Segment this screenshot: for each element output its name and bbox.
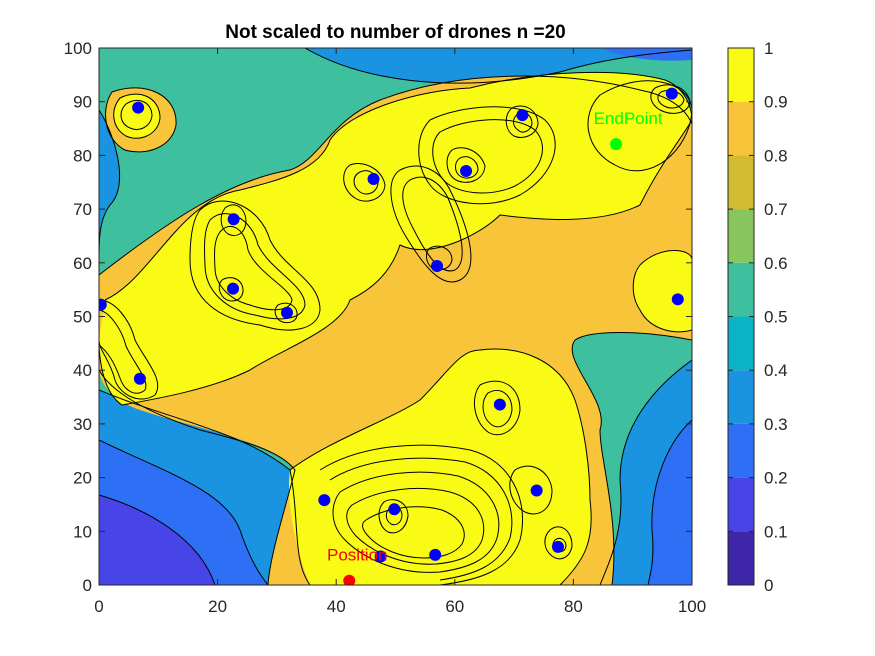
- colorbar-tick-label: 0.4: [764, 361, 788, 380]
- end-point-label: EndPoint: [594, 109, 663, 128]
- colorbar-tick-label: 0.9: [764, 93, 788, 112]
- special-markers: EndPoint Position: [327, 109, 663, 585]
- colorbar-ticks: 0 0.1 0.2 0.3 0.4 0.5 0.6 0.7 0.8 0.9 1: [728, 39, 788, 595]
- position-label: Position: [327, 546, 387, 565]
- colorbar-tick-label: 0.5: [764, 308, 788, 327]
- colorbar-tick-label: 0.7: [764, 200, 788, 219]
- chart-title: Not scaled to number of drones n =20: [225, 22, 565, 43]
- drone-point: [493, 398, 506, 411]
- drone-point: [227, 213, 240, 226]
- y-tick-label: 70: [73, 200, 92, 219]
- drone-point: [516, 109, 529, 122]
- contour-fill-min-corner: [99, 495, 215, 585]
- x-tick-label: 80: [564, 597, 583, 616]
- colorbar-tick-label: 0.2: [764, 469, 788, 488]
- drone-point: [671, 293, 684, 306]
- colorbar-tick-label: 1: [764, 39, 773, 58]
- y-tick-label: 90: [73, 93, 92, 112]
- drone-markers: [99, 87, 684, 563]
- x-tick-label: 20: [208, 597, 227, 616]
- y-tick-label: 100: [64, 39, 92, 58]
- contour-fill-very-low-right: [648, 420, 692, 585]
- y-tick-label: 60: [73, 254, 92, 273]
- end-point-point: [610, 138, 623, 151]
- x-tick-label: 40: [327, 597, 346, 616]
- contour-fill-mid-left: [99, 48, 120, 260]
- y-axis: 0 10 20 30 40 50 60 70 80 90 100: [64, 39, 692, 595]
- contour-fill-band-09-north: [99, 72, 692, 405]
- drone-point: [665, 87, 678, 100]
- y-tick-label: 40: [73, 361, 92, 380]
- drone-point: [388, 503, 401, 516]
- drone-point: [367, 173, 380, 186]
- colorbar-band: [728, 101, 754, 156]
- y-tick-label: 50: [73, 308, 92, 327]
- drone-point: [530, 484, 543, 497]
- drone-point: [227, 282, 240, 295]
- y-tick-label: 30: [73, 415, 92, 434]
- y-tick-label: 10: [73, 522, 92, 541]
- drone-point: [374, 550, 387, 563]
- colorbar-tick-label: 0.8: [764, 146, 788, 165]
- colorbar: 0 0.1 0.2 0.3 0.4 0.5 0.6 0.7 0.8 0.9 1: [727, 39, 788, 595]
- drone-point: [133, 372, 146, 385]
- position-point: [343, 574, 356, 585]
- drone-point: [132, 101, 145, 114]
- drone-point: [431, 260, 444, 273]
- contour-fill-band-09-east: [633, 250, 692, 332]
- y-tick-label: 80: [73, 146, 92, 165]
- contour-fill-top-right: [305, 48, 692, 84]
- colorbar-tick-label: 0: [764, 576, 773, 595]
- x-tick-label: 100: [678, 597, 706, 616]
- y-tick-label: 0: [83, 576, 92, 595]
- drone-point: [429, 548, 442, 561]
- drone-point: [318, 494, 331, 507]
- drone-point: [460, 164, 473, 177]
- drone-point: [99, 298, 107, 311]
- colorbar-band: [728, 477, 754, 532]
- colorbar-tick-label: 0.3: [764, 415, 788, 434]
- colorbar-band: [728, 262, 754, 317]
- colorbar-band: [728, 370, 754, 424]
- contour-fill: [99, 48, 692, 585]
- colorbar-tick-label: 0.6: [764, 254, 788, 273]
- drone-point: [280, 306, 293, 319]
- colorbar-band: [728, 423, 754, 478]
- x-axis: 0 20 40 60 80 100: [94, 48, 706, 616]
- colorbar-band: [728, 316, 754, 371]
- colorbar-band: [728, 155, 754, 210]
- drone-point: [551, 540, 564, 553]
- colorbar-band: [728, 209, 754, 263]
- contour-fill-band-09-south: [289, 349, 592, 585]
- colorbar-band: [728, 48, 754, 102]
- contour-lines: [99, 48, 692, 585]
- colorbar-bands: [728, 48, 754, 585]
- x-tick-label: 60: [445, 597, 464, 616]
- colorbar-tick-label: 0.1: [764, 522, 788, 541]
- y-tick-label: 20: [73, 469, 92, 488]
- x-tick-label: 0: [94, 597, 103, 616]
- plot-area: EndPoint Position: [99, 48, 692, 585]
- colorbar-band: [728, 531, 754, 585]
